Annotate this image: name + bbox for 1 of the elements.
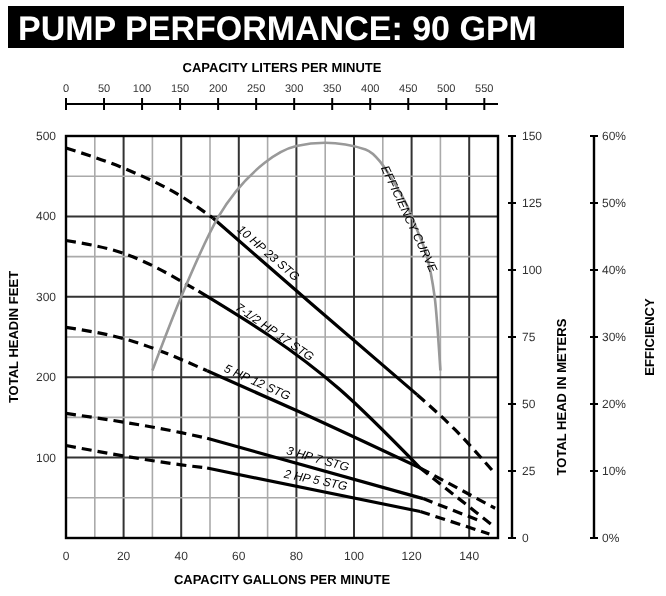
chart-title: PUMP PERFORMANCE: 90 GPM [18, 10, 537, 48]
